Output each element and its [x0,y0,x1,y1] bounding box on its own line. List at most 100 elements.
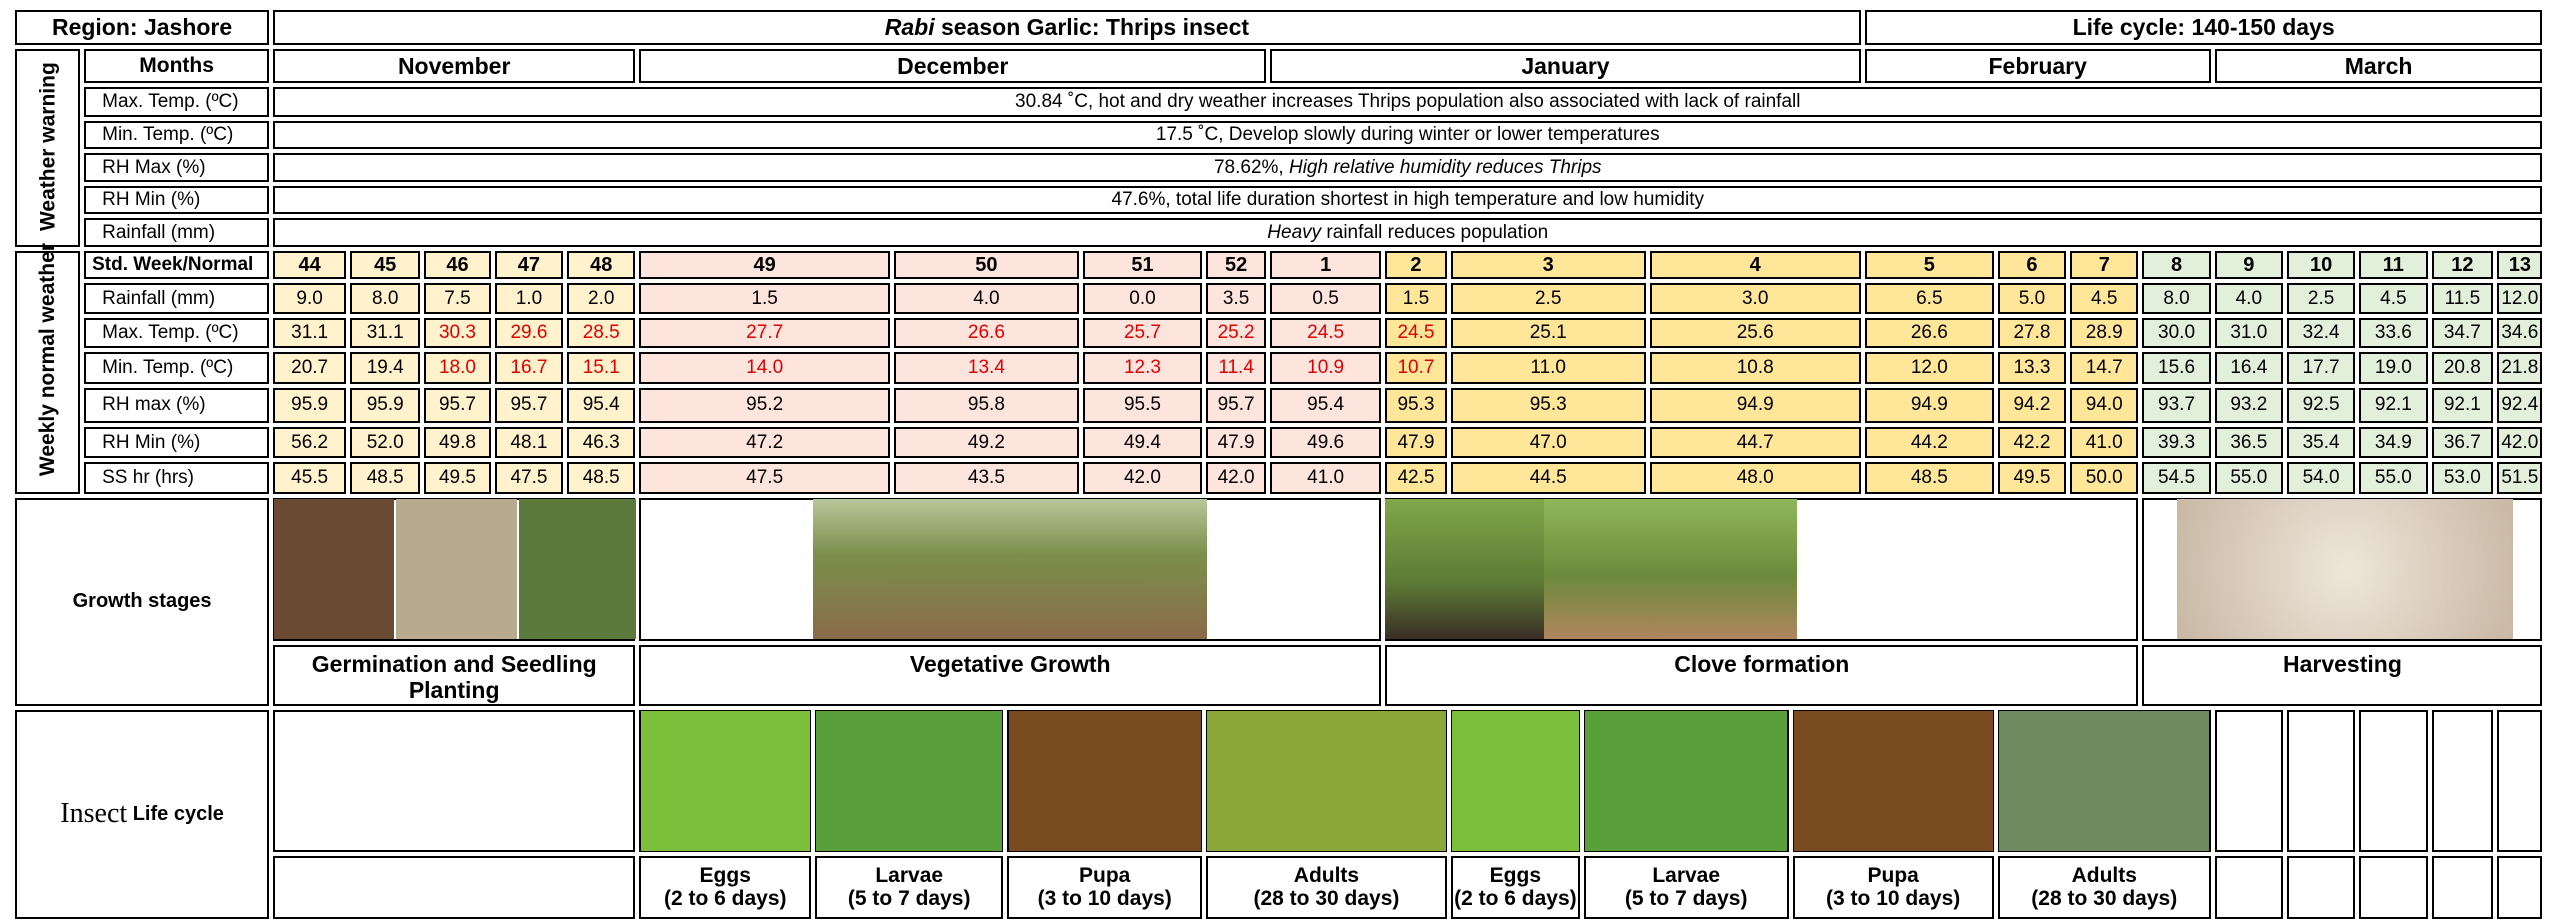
weekly-value: 95.7 [494,387,564,423]
row-label: RH Max (%) [84,153,270,182]
weekly-value: 49.5 [424,462,491,495]
weekly-value: 29.6 [494,317,564,348]
weekly-value: 48.1 [494,426,564,459]
weekly-value: 9.0 [273,283,347,314]
week: 7 [2070,250,2139,280]
insect-image-cell [1450,709,1580,853]
weekly-value: 5.0 [1997,283,2067,314]
weekly-value: 25.6 [1649,317,1861,348]
weather-note: 47.6%, total life duration shortest in h… [273,185,2543,215]
weekly-value: 95.8 [893,387,1079,423]
weekly-value: 19.4 [350,351,421,384]
stage-duration: (3 to 10 days) [1826,887,1961,911]
week: 45 [350,250,421,280]
weekly-value: 94.9 [1864,387,1994,423]
row-label: Min. Temp. (ºC) [84,351,270,384]
text-part: 30.84 ˚C, hot and dry weather increases … [1015,90,1801,112]
weekly-value: 32.4 [2286,317,2356,348]
weekly-value: 54.0 [2286,462,2356,495]
weekly-value: 47.5 [639,462,890,495]
week: 13 [2497,250,2543,280]
weekly-value: 47.9 [1206,426,1267,459]
weekly-value: 95.5 [1082,387,1203,423]
weekly-value: 2.5 [1450,283,1646,314]
weekly-value: 17.7 [2286,351,2356,384]
insect-image-cell [1583,709,1789,853]
weekly-value: 4.5 [2359,283,2428,314]
image [519,499,636,640]
weekly-value: 42.0 [2497,426,2543,459]
weekly-value: 52.0 [350,426,421,459]
weekly-value: 26.6 [893,317,1079,348]
weekly-value: 16.4 [2214,351,2283,384]
growth-image-cell [639,498,1382,641]
weekly-value: 10.8 [1649,351,1861,384]
image [1008,710,1201,851]
stage-duration: (5 to 7 days) [847,887,971,911]
row-label: Rainfall (mm) [84,218,270,247]
insect-stage: Eggs (2 to 6 days) [1450,856,1580,919]
weekly-value: 49.6 [1270,426,1382,459]
weekly-value: 30.3 [424,317,491,348]
weekly-value: 94.0 [2070,387,2139,423]
weekly-value: 93.7 [2142,387,2211,423]
week: 6 [1997,250,2067,280]
week: 51 [1082,250,1203,280]
image [1544,499,1798,640]
image [816,710,1003,851]
empty-cell [2497,856,2543,919]
weekly-value: 3.0 [1649,283,1861,314]
weekly-value: 94.2 [1997,387,2067,423]
insect-stage: Adults (28 to 30 days) [1206,856,1447,919]
life-cycle: Life cycle: 140-150 days [1864,10,2543,46]
weekly-value: 11.4 [1206,351,1267,384]
image [1384,499,1545,640]
image [1999,710,2210,851]
weekly-value: 20.7 [273,351,347,384]
week: 2 [1385,250,1447,280]
week: 4 [1649,250,1861,280]
weekly-value: 12.0 [1864,351,1994,384]
insect-image-cell [1206,709,1447,853]
week: 11 [2359,250,2428,280]
week: 50 [893,250,1079,280]
row-label: RH Min (%) [84,185,270,215]
weekly-value: 45.5 [273,462,347,495]
weekly-value: 50.0 [2070,462,2139,495]
insect-stage: Larvae (5 to 7 days) [815,856,1004,919]
image [1793,710,1993,851]
weekly-value: 31.1 [273,317,347,348]
growth-label: Growth stages [15,498,270,706]
weekly-value: 42.2 [1997,426,2067,459]
weekly-value: 8.0 [2142,283,2211,314]
month: November [273,49,636,83]
weekly-value: 42.0 [1082,462,1203,495]
weekly-value: 36.5 [2214,426,2283,459]
weather-note: Heavy rainfall reduces population [273,218,2543,247]
month: January [1270,49,1861,83]
weekly-value: 25.2 [1206,317,1267,348]
weekly-value: 36.7 [2431,426,2494,459]
insect-stage: Adults (28 to 30 days) [1997,856,2211,919]
weekly-value: 49.8 [424,426,491,459]
text-part: Rabi [884,14,935,41]
weekly-value: 28.5 [567,317,636,348]
week: 52 [1206,250,1267,280]
weather-note: 78.62%, High relative humidity reduces T… [273,153,2543,182]
weekly-value: 48.0 [1649,462,1861,495]
text-part: Heavy [1267,221,1322,243]
months-label: Months [84,49,270,83]
stage-name: Adults [1293,864,1360,888]
weekly-box [15,250,81,495]
insect-image-cell [1997,709,2211,853]
weekly-label: Weekly normal weather [36,242,60,476]
week: 1 [1270,250,1382,280]
image [2176,499,2514,640]
growth-stage: Germination and Seedling Planting [273,644,636,706]
stage-duration: (28 to 30 days) [2031,887,2178,911]
weekly-value: 31.0 [2214,317,2283,348]
weekly-value: 49.5 [1997,462,2067,495]
weekly-value: 95.3 [1385,387,1447,423]
weekly-value: 4.0 [893,283,1079,314]
stage-name: Adults [2071,864,2137,888]
